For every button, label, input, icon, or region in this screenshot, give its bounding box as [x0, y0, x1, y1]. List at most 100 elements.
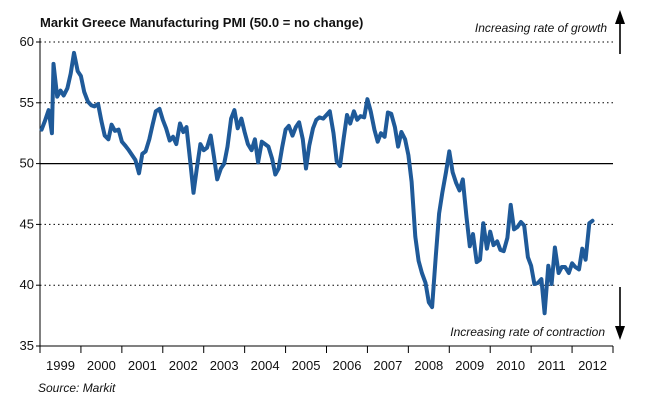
data-point	[481, 221, 485, 225]
data-point	[184, 125, 189, 129]
data-point	[301, 137, 305, 141]
data-point	[117, 128, 121, 132]
x-tick-label: 1999	[46, 358, 75, 373]
data-point	[475, 260, 479, 264]
data-point	[406, 153, 410, 157]
data-point	[502, 249, 506, 253]
data-point	[495, 239, 499, 243]
chart-title: Markit Greece Manufacturing PMI (50.0 = …	[40, 15, 363, 30]
data-point	[133, 158, 137, 162]
series-line	[39, 50, 595, 316]
data-point	[174, 142, 178, 146]
data-point	[478, 258, 482, 262]
data-point	[246, 142, 250, 146]
x-tick-label: 2011	[538, 358, 566, 373]
data-point	[239, 117, 243, 121]
data-point	[491, 243, 496, 247]
data-point	[529, 264, 533, 268]
data-point	[297, 120, 301, 124]
data-point	[396, 145, 400, 149]
data-point	[376, 140, 380, 144]
y-tick-label: 40	[20, 277, 34, 292]
x-tick-labels: 1999 2000 2001 2002 2003 2004 2005 2006 2007 2008…	[39, 346, 614, 373]
data-point	[161, 118, 165, 122]
x-tick-label: 2008	[414, 358, 443, 373]
data-point	[260, 140, 264, 144]
data-point	[509, 203, 513, 207]
data-point	[567, 271, 571, 275]
data-point	[202, 148, 206, 152]
x-tick-label: 2003	[210, 358, 239, 373]
x-tick-label: 2009	[455, 358, 484, 373]
data-point	[519, 220, 523, 224]
data-point	[106, 137, 110, 141]
data-point	[427, 300, 431, 304]
data-point	[570, 261, 574, 265]
x-tick-label: 2000	[87, 358, 116, 373]
data-point	[314, 118, 318, 122]
data-point	[89, 103, 93, 107]
data-point	[577, 267, 581, 271]
data-point	[417, 259, 421, 263]
data-point	[410, 180, 414, 184]
data-point	[543, 311, 547, 315]
data-point	[263, 142, 267, 146]
data-point	[47, 108, 51, 112]
data-point	[82, 90, 86, 94]
axes	[39, 38, 613, 347]
data-point	[219, 166, 223, 171]
data-point	[96, 102, 100, 106]
data-point	[50, 131, 54, 135]
y-tick-labels: 35 40 45 50 55 60	[20, 34, 40, 353]
x-tick-label: 2007	[373, 358, 402, 373]
data-point	[144, 149, 148, 153]
y-tick-label: 60	[20, 34, 34, 49]
data-point	[345, 113, 349, 117]
data-point	[198, 142, 202, 146]
data-point	[273, 172, 277, 177]
data-point	[352, 109, 356, 113]
data-point	[250, 148, 254, 152]
data-point	[72, 51, 76, 55]
y-tick-label: 50	[20, 156, 34, 171]
data-point	[55, 95, 59, 99]
data-point	[307, 143, 311, 147]
data-point	[290, 134, 295, 138]
data-point	[372, 128, 376, 132]
data-point	[137, 171, 141, 175]
data-point	[358, 114, 363, 118]
data-point	[130, 153, 134, 157]
data-point	[191, 191, 196, 195]
data-point	[253, 137, 257, 141]
data-point	[451, 170, 455, 174]
data-point	[338, 164, 342, 168]
data-point	[270, 157, 274, 161]
data-point	[365, 97, 369, 101]
data-point	[212, 154, 216, 158]
data-point	[437, 211, 441, 216]
contraction-annotation: Increasing rate of contraction	[450, 325, 605, 339]
data-point	[485, 247, 489, 251]
data-point	[584, 258, 588, 262]
data-point	[311, 126, 315, 130]
data-point	[420, 271, 424, 275]
data-point	[229, 117, 233, 121]
data-point	[113, 129, 117, 133]
data-point	[103, 134, 107, 138]
data-point	[164, 126, 168, 130]
x-tick-label: 2004	[251, 358, 280, 373]
data-point	[553, 245, 557, 250]
series-layer	[39, 50, 595, 316]
x-tick-label: 2006	[333, 358, 362, 373]
data-point	[560, 265, 564, 269]
data-point	[69, 72, 73, 76]
data-point	[461, 177, 465, 181]
data-point	[536, 281, 540, 285]
data-point	[51, 62, 56, 66]
y-tick-label: 55	[20, 95, 34, 110]
data-point	[151, 123, 155, 127]
data-point	[127, 148, 131, 152]
data-point	[379, 131, 383, 135]
data-point	[430, 305, 434, 309]
data-point	[434, 254, 438, 258]
